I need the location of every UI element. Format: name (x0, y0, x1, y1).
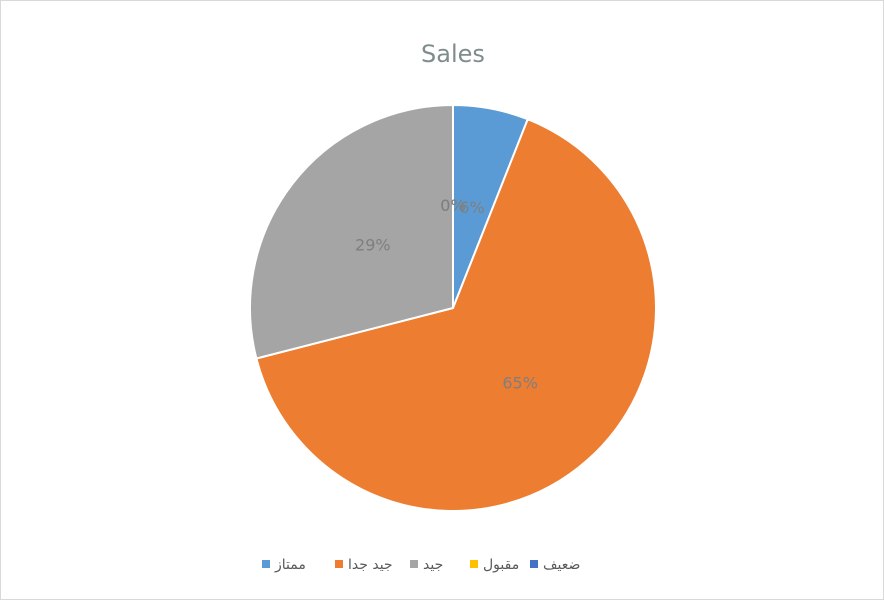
data-label: 6% (459, 198, 484, 217)
legend-swatch (410, 560, 418, 568)
data-label: 65% (502, 374, 538, 393)
pie-slice (249, 103, 454, 360)
pie-slice (255, 117, 657, 512)
legend-label: ممتاز (274, 557, 306, 573)
chart-title: Sales (421, 40, 485, 68)
data-label: 0% (440, 196, 465, 215)
legend-label: مقبول (483, 557, 519, 573)
data-label: 0% (440, 196, 465, 215)
legend-swatch (470, 560, 478, 568)
legend-label: جيد جدا (348, 557, 393, 573)
legend-swatch (530, 560, 538, 568)
legend-label: ضعيف (543, 557, 580, 573)
data-label: 29% (355, 235, 391, 254)
legend-label: جيد (423, 557, 443, 573)
legend-swatch (335, 560, 343, 568)
legend-swatch (262, 560, 270, 568)
